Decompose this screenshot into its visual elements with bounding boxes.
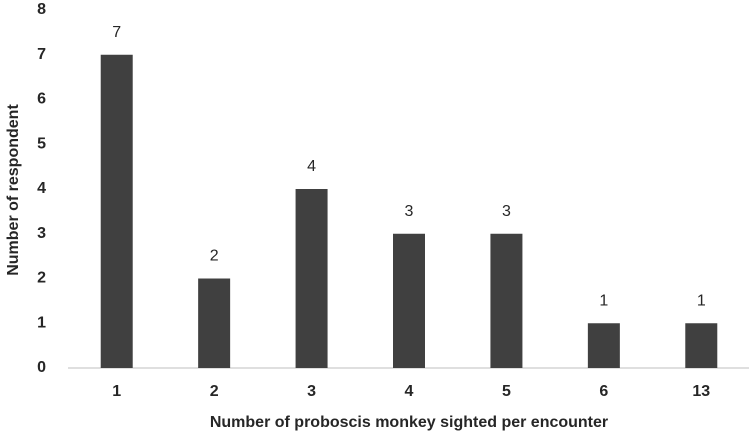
y-tick-label: 8 <box>37 1 46 18</box>
y-tick-label: 0 <box>37 359 46 376</box>
y-axis-label: Number of respondent <box>5 104 22 276</box>
bar <box>490 233 523 368</box>
bar <box>100 54 133 368</box>
x-tick-label: 13 <box>692 383 710 400</box>
data-label: 1 <box>599 292 608 309</box>
y-tick-label: 7 <box>37 46 46 63</box>
x-tick-label: 5 <box>502 383 511 400</box>
data-label: 3 <box>405 203 414 220</box>
bar <box>587 323 620 368</box>
x-tick-label: 2 <box>210 383 219 400</box>
bar <box>685 323 718 368</box>
y-tick-label: 3 <box>37 225 46 242</box>
data-label: 3 <box>502 203 511 220</box>
data-label: 2 <box>210 248 219 265</box>
x-tick-label: 6 <box>599 383 608 400</box>
y-tick-label: 4 <box>37 180 46 197</box>
bar <box>393 233 425 368</box>
x-tick-label: 3 <box>307 383 316 400</box>
y-tick-label: 2 <box>37 270 46 287</box>
data-label: 4 <box>307 158 316 175</box>
x-tick-label: 4 <box>405 383 414 400</box>
x-tick-label: 1 <box>112 383 121 400</box>
bar <box>295 189 328 368</box>
bar <box>198 278 231 368</box>
y-tick-label: 6 <box>37 91 46 108</box>
y-tick-label: 1 <box>37 314 46 331</box>
x-axis-label: Number of proboscis monkey sighted per e… <box>210 414 608 431</box>
y-tick-label: 5 <box>37 135 46 152</box>
data-label: 1 <box>697 292 706 309</box>
data-label: 7 <box>112 24 121 41</box>
